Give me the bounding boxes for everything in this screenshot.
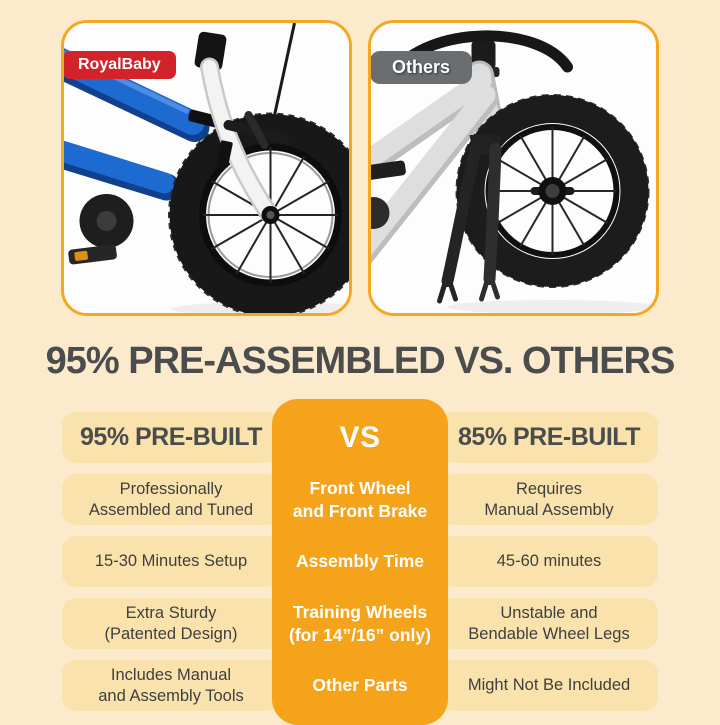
feature-label: Front Wheel and Front Brake: [292, 477, 428, 521]
comparison-table: 95% PRE-BUILT VS 85% PRE-BUILT Professio…: [62, 399, 658, 725]
others-photo-card: Others: [368, 20, 659, 316]
royalbaby-value: Professionally Assembled and Tuned: [62, 474, 280, 525]
row-training-wheels: Extra Sturdy (Patented Design) Training …: [62, 598, 658, 649]
royalbaby-column-header: 95% PRE-BUILT: [62, 412, 280, 463]
others-column-header: 85% PRE-BUILT: [440, 412, 658, 463]
royalbaby-badge: RoyalBaby: [64, 51, 176, 79]
comparison-header-row: 95% PRE-BUILT VS 85% PRE-BUILT: [62, 412, 658, 463]
others-value: Unstable and Bendable Wheel Legs: [440, 598, 658, 649]
row-other-parts: Includes Manual and Assembly Tools Other…: [62, 660, 658, 711]
headline: 95% PRE-ASSEMBLED VS. OTHERS: [45, 340, 676, 382]
others-value: 45-60 minutes: [440, 536, 658, 587]
feature-label: Assembly Time: [295, 551, 425, 572]
vs-label: VS: [339, 421, 381, 454]
royalbaby-value: 15-30 Minutes Setup: [62, 536, 280, 587]
others-badge: Others: [371, 51, 473, 84]
others-value: Might Not Be Included: [440, 660, 658, 711]
royalbaby-value: Includes Manual and Assembly Tools: [62, 660, 280, 711]
feature-label: Training Wheels (for 14”/16” only): [289, 601, 431, 645]
vs-column-background: [272, 399, 448, 725]
row-assembly-time: 15-30 Minutes Setup Assembly Time 45-60 …: [62, 536, 658, 587]
royalbaby-value: Extra Sturdy (Patented Design): [62, 598, 280, 649]
row-front-wheel: Professionally Assembled and Tuned Front…: [62, 474, 658, 525]
royalbaby-photo-card: RoyalBaby: [61, 20, 352, 316]
others-value: Requires Manual Assembly: [440, 474, 658, 525]
royalbaby-bike-illustration: [64, 23, 349, 313]
feature-label: Other Parts: [312, 675, 408, 696]
product-photos-row: RoyalBaby: [0, 0, 720, 316]
